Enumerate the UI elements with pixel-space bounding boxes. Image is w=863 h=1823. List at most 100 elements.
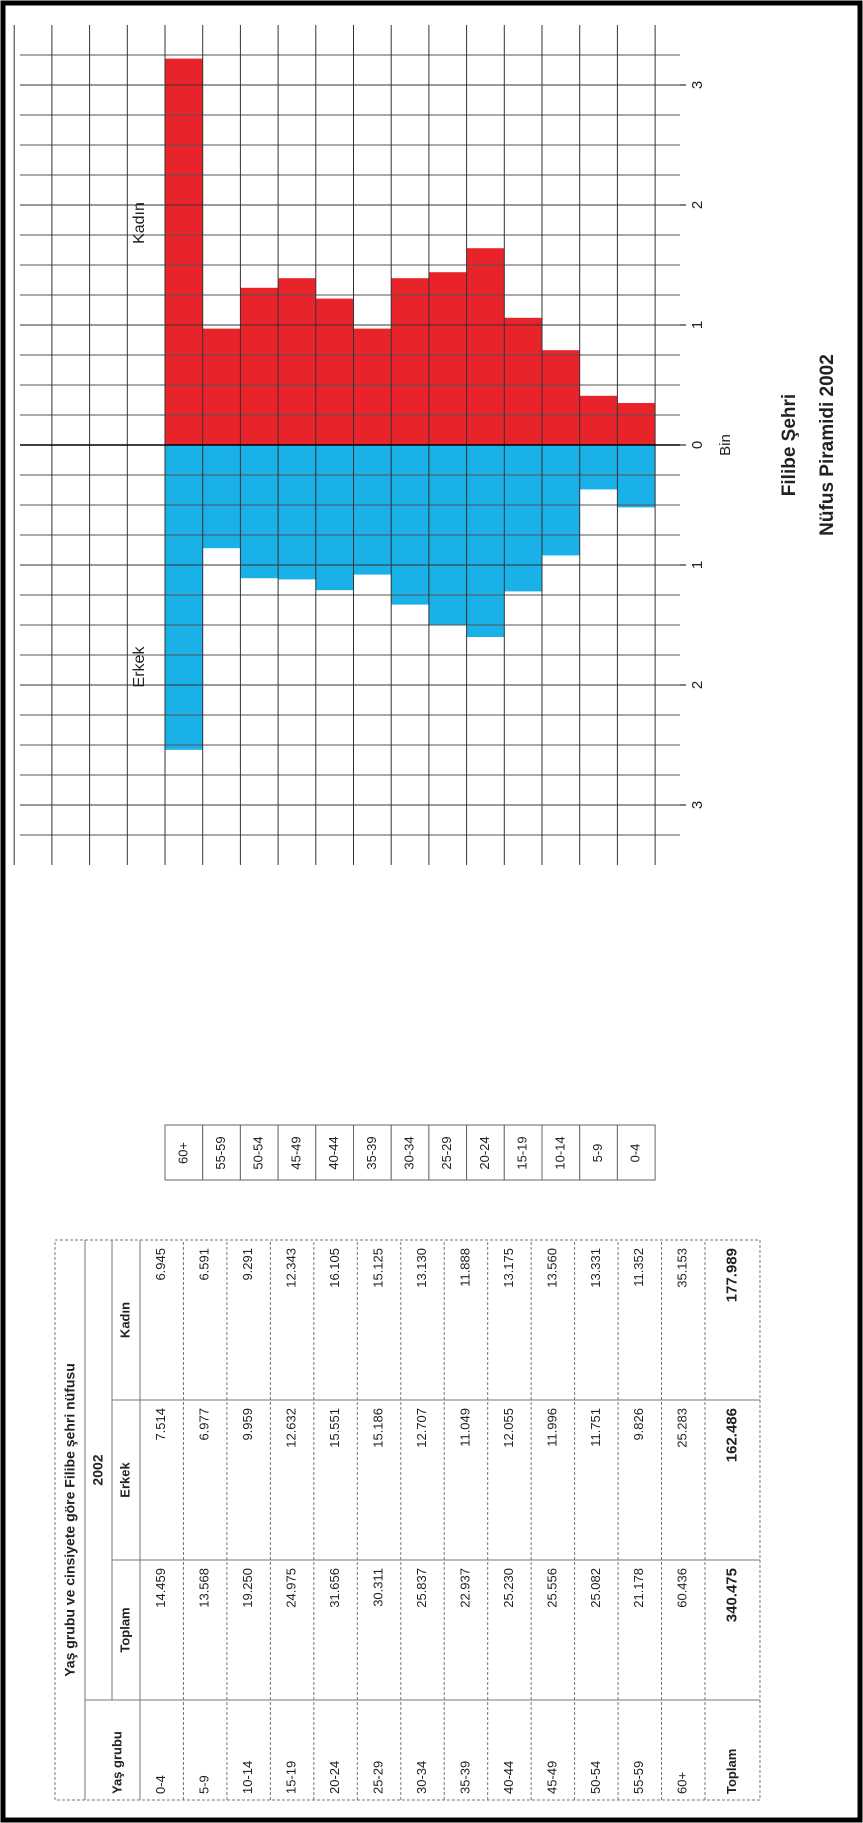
- table-cell: 31.656: [327, 1568, 342, 1608]
- table-cell: 25.283: [675, 1408, 690, 1448]
- x-tick-label: 1: [689, 561, 706, 569]
- table-cell: 16.105: [327, 1248, 342, 1288]
- age-label: 20-24: [477, 1136, 492, 1169]
- table-cell: 25.556: [544, 1568, 559, 1608]
- age-label: 25-29: [439, 1136, 454, 1169]
- table-cell: 60+: [675, 1772, 690, 1794]
- age-label: 45-49: [288, 1136, 303, 1169]
- bar: [202, 444, 241, 549]
- bar: [278, 278, 316, 445]
- x-tick-label: 2: [689, 201, 706, 209]
- bar: [466, 248, 505, 445]
- table-cell: 11.996: [544, 1408, 559, 1447]
- bar: [240, 287, 279, 445]
- age-label: 35-39: [364, 1136, 379, 1169]
- bar: [315, 298, 354, 445]
- age-label: 60+: [175, 1142, 190, 1164]
- table-cell: 6.591: [197, 1248, 212, 1281]
- table-cell: 15.125: [370, 1248, 385, 1288]
- chart-title: Filibe Şehri: [779, 394, 800, 496]
- table-cell: 13.130: [414, 1248, 429, 1288]
- rotated-content: Yaş grubu ve cinsiyete göre Filibe şehri…: [13, 25, 838, 1801]
- age-label: 5-9: [590, 1144, 605, 1163]
- x-axis-label: Bin: [717, 434, 734, 456]
- table-cell: 12.707: [414, 1408, 429, 1448]
- table-header: Toplam: [117, 1607, 132, 1652]
- table-cell: 25-29: [370, 1761, 385, 1794]
- table-cell: 11.888: [457, 1248, 472, 1287]
- bar: [542, 350, 580, 445]
- table-cell: 60.436: [675, 1568, 690, 1608]
- bar: [542, 445, 580, 556]
- table-cell: 50-54: [588, 1761, 603, 1794]
- table-cell: 21.178: [631, 1568, 646, 1608]
- table-cell: 13.568: [197, 1568, 212, 1608]
- table-cell: 13.560: [544, 1248, 559, 1288]
- bar: [353, 444, 392, 575]
- table-cell: 6.977: [197, 1408, 212, 1441]
- bar: [504, 317, 542, 445]
- age-label: 15-19: [515, 1136, 530, 1169]
- table-cell: 25.082: [588, 1568, 603, 1608]
- table-title: Yaş grubu ve cinsiyete göre Filibe şehri…: [62, 1363, 78, 1677]
- table-cell: 30-34: [414, 1761, 429, 1794]
- table-cell: 340.475: [723, 1568, 740, 1622]
- table-cell: 25.837: [414, 1568, 429, 1608]
- bar: [579, 445, 618, 490]
- x-tick-label: 2: [689, 681, 706, 689]
- table-cell: 6.945: [153, 1248, 168, 1281]
- bar: [504, 445, 542, 592]
- age-label: 10-14: [552, 1136, 567, 1169]
- table-cell: 19.250: [240, 1568, 255, 1608]
- table-year: 2002: [90, 1454, 106, 1485]
- table-cell: 11.049: [457, 1408, 472, 1447]
- table-header: Erkek: [117, 1462, 132, 1498]
- bar: [165, 445, 203, 750]
- table-cell: 13.331: [588, 1248, 603, 1288]
- x-tick-label: 0: [689, 441, 706, 449]
- table-cell: 24.975: [284, 1568, 299, 1608]
- age-label: 0-4: [628, 1144, 643, 1163]
- table-cell: 55-59: [631, 1761, 646, 1794]
- table-cell: 9.291: [240, 1248, 255, 1281]
- table-cell: 10-14: [240, 1761, 255, 1794]
- age-label: 30-34: [401, 1136, 416, 1169]
- bar: [278, 445, 316, 580]
- bar: [391, 444, 429, 605]
- table-cell: 12.632: [284, 1408, 299, 1448]
- table-cell: 5-9: [197, 1775, 212, 1794]
- table-cell: 20-24: [327, 1761, 342, 1794]
- table-cell: 9.826: [631, 1408, 646, 1441]
- table-border: [54, 1239, 761, 1801]
- age-label: 50-54: [251, 1136, 266, 1169]
- table-cell: 9.959: [240, 1408, 255, 1441]
- bar: [165, 58, 203, 445]
- table-cell: 0-4: [153, 1775, 168, 1794]
- bar: [617, 445, 656, 508]
- bar: [353, 328, 392, 445]
- table-cell: 25.230: [501, 1568, 516, 1608]
- table-header: Yaş grubu: [109, 1731, 124, 1794]
- legend-label: Erkek: [131, 646, 148, 688]
- table-cell: 11.352: [631, 1248, 646, 1287]
- bar: [617, 403, 656, 445]
- table-cell: Toplam: [724, 1749, 739, 1794]
- bar: [466, 445, 505, 637]
- table-cell: 22.937: [457, 1568, 472, 1608]
- table-cell: 35-39: [457, 1761, 472, 1794]
- table-cell: 11.751: [588, 1408, 603, 1447]
- x-tick-label: 3: [689, 801, 706, 809]
- table-cell: 12.343: [284, 1248, 299, 1288]
- table-cell: 7.514: [153, 1408, 168, 1441]
- bar: [428, 272, 467, 445]
- table-cell: 162.486: [723, 1408, 740, 1462]
- bar: [315, 444, 354, 591]
- table-header: Kadın: [117, 1302, 132, 1338]
- table-cell: 30.311: [370, 1568, 385, 1607]
- chart-subtitle: Nüfus Piramidi 2002: [817, 354, 838, 536]
- x-tick-label: 3: [689, 81, 706, 89]
- age-label: 40-44: [326, 1136, 341, 1169]
